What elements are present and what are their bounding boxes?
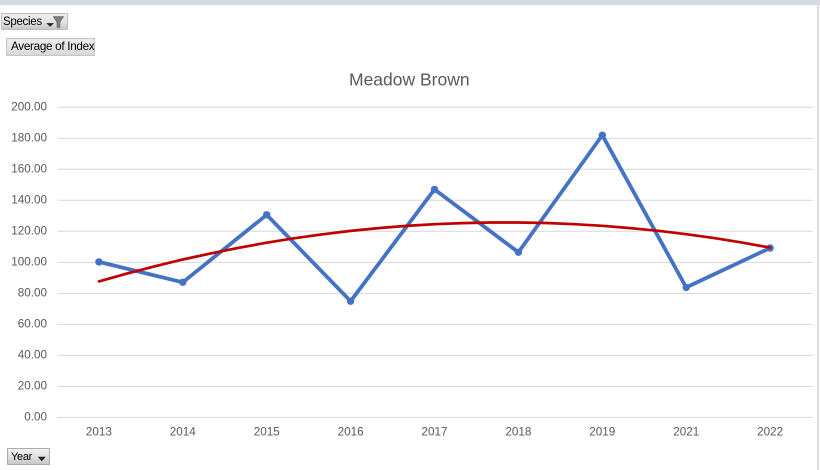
svg-text:40.00: 40.00 [18, 348, 48, 361]
svg-text:2014: 2014 [170, 426, 197, 439]
svg-text:80.00: 80.00 [18, 286, 48, 299]
svg-text:100.00: 100.00 [11, 255, 47, 268]
svg-text:180.00: 180.00 [11, 131, 47, 144]
svg-text:200.00: 200.00 [11, 100, 47, 113]
svg-text:120.00: 120.00 [11, 224, 47, 237]
svg-text:0.00: 0.00 [24, 410, 47, 423]
svg-text:2022: 2022 [757, 426, 783, 439]
svg-text:140.00: 140.00 [11, 193, 47, 206]
svg-text:2017: 2017 [421, 426, 447, 439]
svg-text:2016: 2016 [338, 426, 364, 439]
svg-text:2018: 2018 [505, 426, 531, 439]
svg-text:2019: 2019 [589, 426, 615, 439]
svg-text:160.00: 160.00 [11, 162, 47, 175]
svg-text:20.00: 20.00 [18, 379, 48, 392]
svg-text:Meadow Brown: Meadow Brown [349, 70, 470, 90]
svg-text:2015: 2015 [254, 426, 281, 439]
svg-text:2013: 2013 [86, 426, 112, 439]
svg-text:60.00: 60.00 [18, 317, 48, 330]
svg-text:2021: 2021 [673, 426, 699, 439]
